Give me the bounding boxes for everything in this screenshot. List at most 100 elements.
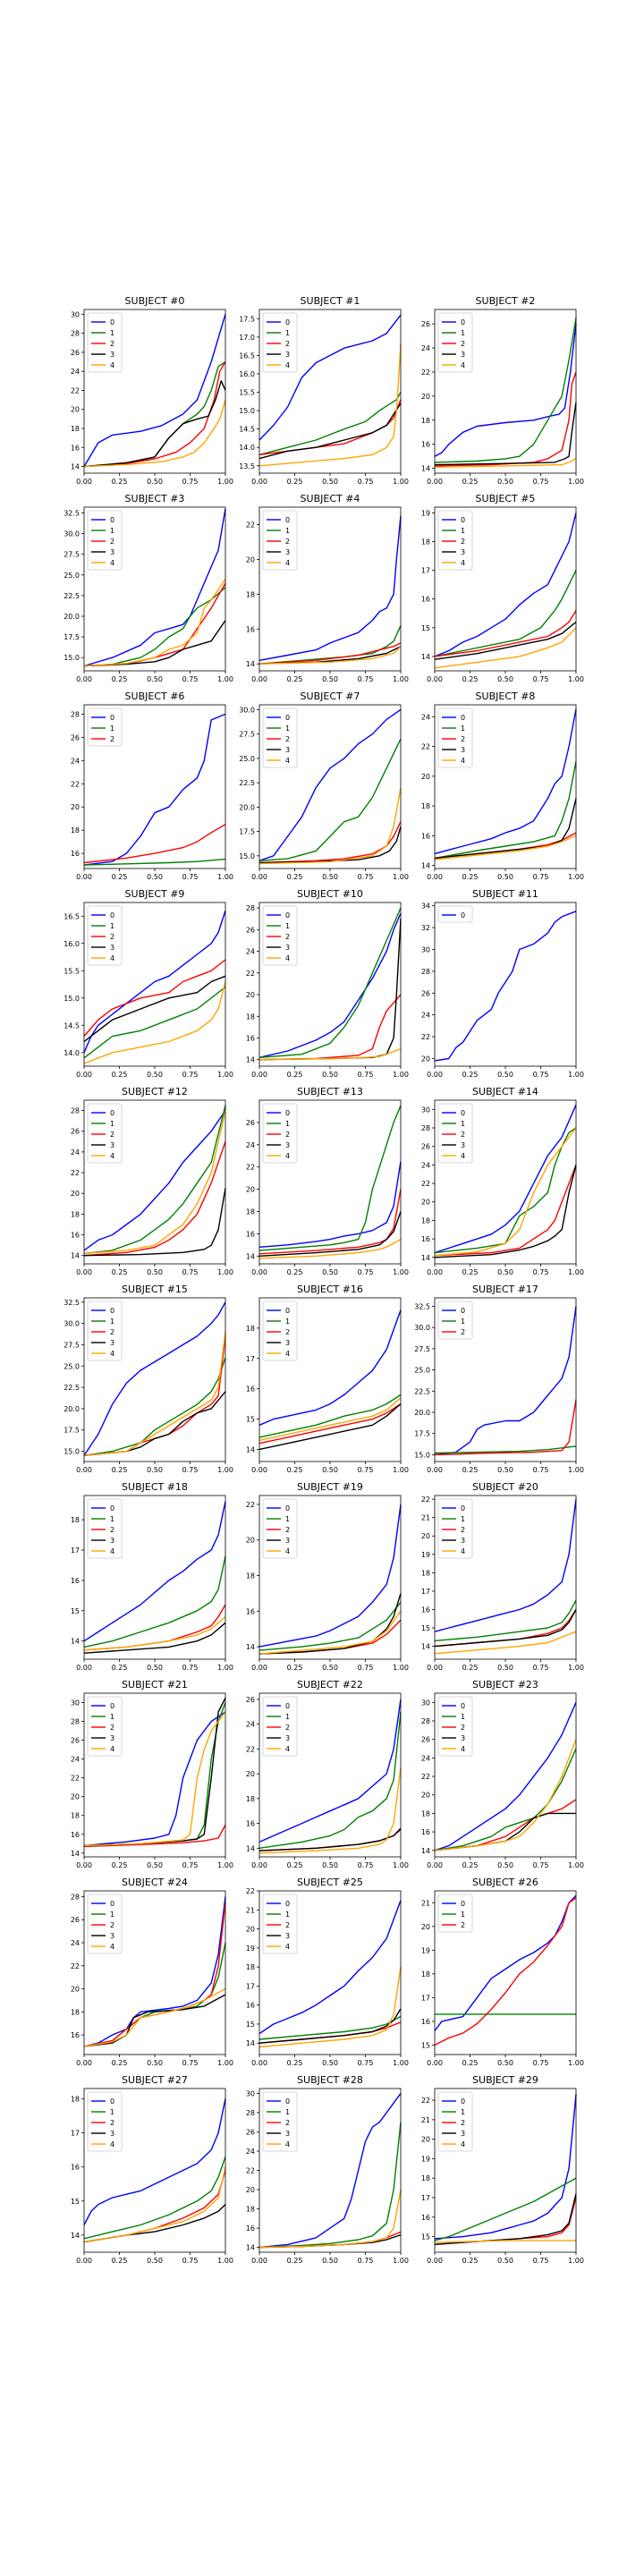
legend-label: 0 [285, 1307, 290, 1315]
series-line-2 [83, 959, 226, 1037]
x-tick-label: 0.00 [76, 1071, 92, 1079]
x-tick-label: 0.25 [462, 1664, 479, 1672]
y-tick-label: 20.0 [64, 1405, 80, 1413]
x-tick-label: 0.00 [76, 478, 92, 486]
x-tick-label: 1.00 [217, 873, 233, 881]
y-tick-label: 19 [246, 1945, 255, 1953]
y-tick-label: 15 [421, 1624, 430, 1632]
axes-frame [83, 309, 226, 474]
series-line-4 [434, 627, 577, 669]
x-tick-label: 0.75 [533, 873, 549, 881]
series-line-1 [258, 392, 402, 456]
legend-label: 3 [110, 1537, 114, 1545]
y-tick-label: 17.5 [414, 1430, 430, 1438]
x-tick-label: 0.00 [251, 2257, 267, 2265]
subplot-15: SUBJECT #15 0.00 0.25 0.50 0.75 1.00 15.0 17.5 2… [64, 1284, 233, 1474]
subplot-28: SUBJECT #280.00 0.25 0.50 0.75 1.00141618202… [246, 2074, 409, 2265]
y-tick-label: 20 [246, 1770, 255, 1778]
series-line-4 [258, 1767, 402, 1854]
y-tick-label: 21 [421, 1514, 430, 1522]
series-line-1 [83, 2157, 226, 2240]
y-tick-label: 17 [421, 567, 430, 575]
subplot-title: SUBJECT #20 [472, 1481, 538, 1493]
y-tick-label: 15.0 [64, 995, 80, 1003]
series-line-2 [434, 1399, 577, 1456]
axes-frame [434, 1495, 577, 1660]
axes-frame [258, 1692, 402, 1858]
y-tick-label: 16 [421, 441, 430, 449]
legend-label: 1 [461, 527, 465, 535]
y-tick-label: 28 [71, 1107, 80, 1115]
y-tick-label: 16 [71, 444, 80, 452]
x-tick-label: 0.00 [251, 1664, 267, 1672]
y-tick-label: 18 [246, 1325, 255, 1333]
y-tick-label: 32.5 [414, 1302, 430, 1310]
series-line-1 [258, 1711, 402, 1849]
axes-frame [83, 902, 226, 1067]
y-tick-label: 27.5 [64, 1341, 80, 1349]
legend-label: 2 [285, 1526, 290, 1534]
legend-label: 3 [110, 548, 114, 556]
series-line-1 [434, 2177, 577, 2241]
subplot-title: SUBJECT #21 [122, 1679, 188, 1690]
legend-label: 4 [110, 954, 114, 962]
series-line-0 [83, 1110, 226, 1251]
series-line-1 [434, 1599, 577, 1642]
series-line-2 [258, 994, 402, 1061]
series-line-4 [83, 1711, 226, 1847]
y-tick-label: 22 [246, 1745, 255, 1753]
x-tick-label: 1.00 [568, 675, 584, 683]
x-tick-label: 0.50 [497, 1664, 513, 1672]
legend-label: 2 [285, 1921, 290, 1929]
x-tick-label: 0.00 [251, 675, 267, 683]
y-tick-label: 15 [421, 2041, 430, 2049]
y-tick-label: 20 [246, 1926, 255, 1934]
legend-label: 1 [285, 724, 290, 733]
y-tick-label: 26 [421, 1143, 430, 1151]
x-tick-label: 1.00 [393, 2059, 409, 2067]
series-line-0 [83, 508, 226, 667]
y-tick-label: 16 [421, 2214, 430, 2222]
axes-frame [434, 2088, 577, 2253]
legend-label: 4 [110, 361, 114, 369]
subplot-title: SUBJECT #4 [301, 493, 360, 504]
legend-box [262, 510, 298, 571]
x-tick-label: 0.25 [287, 1861, 303, 1869]
x-tick-label: 1.00 [217, 478, 233, 486]
series-line-3 [83, 1622, 226, 1654]
series-line-3 [258, 1211, 402, 1257]
legend-label: 4 [461, 361, 465, 369]
legend-label: 3 [110, 1734, 114, 1742]
y-tick-label: 28 [71, 1893, 80, 1901]
series-line-4 [258, 1047, 402, 1061]
series-line-3 [434, 1609, 577, 1648]
axes-frame [434, 902, 577, 1067]
y-tick-label: 20 [71, 1190, 80, 1198]
legend-label: 4 [110, 1350, 114, 1358]
legend-label: 2 [110, 1131, 114, 1139]
legend-label: 2 [110, 1921, 114, 1929]
y-tick-label: 14 [246, 1643, 255, 1651]
x-tick-label: 0.25 [287, 873, 303, 881]
y-tick-label: 14.5 [64, 1021, 80, 1030]
x-tick-label: 0.75 [358, 2059, 374, 2067]
legend-label: 4 [461, 2140, 465, 2148]
y-tick-label: 22 [246, 2167, 255, 2175]
legend-box [262, 1696, 298, 1757]
legend-box [87, 708, 123, 747]
y-tick-label: 22.5 [64, 1384, 80, 1392]
x-tick-label: 1.00 [217, 1071, 233, 1079]
x-tick-label: 0.25 [462, 478, 479, 486]
x-tick-label: 0.25 [287, 1664, 303, 1672]
x-tick-label: 0.50 [322, 1466, 338, 1474]
series-line-0 [434, 1104, 577, 1254]
subplot-title: SUBJECT #16 [297, 1284, 363, 1295]
subplot-6: SUBJECT #60.00 0.25 0.50 0.75 1.001618202224… [71, 691, 233, 881]
x-tick-label: 0.75 [358, 675, 374, 683]
series-line-0 [258, 1504, 402, 1648]
y-tick-label: 18 [246, 1963, 255, 1971]
x-tick-label: 0.25 [112, 2257, 128, 2265]
y-tick-label: 18 [246, 590, 255, 598]
x-tick-label: 0.00 [427, 1664, 443, 1672]
legend-label: 0 [110, 1702, 114, 1710]
